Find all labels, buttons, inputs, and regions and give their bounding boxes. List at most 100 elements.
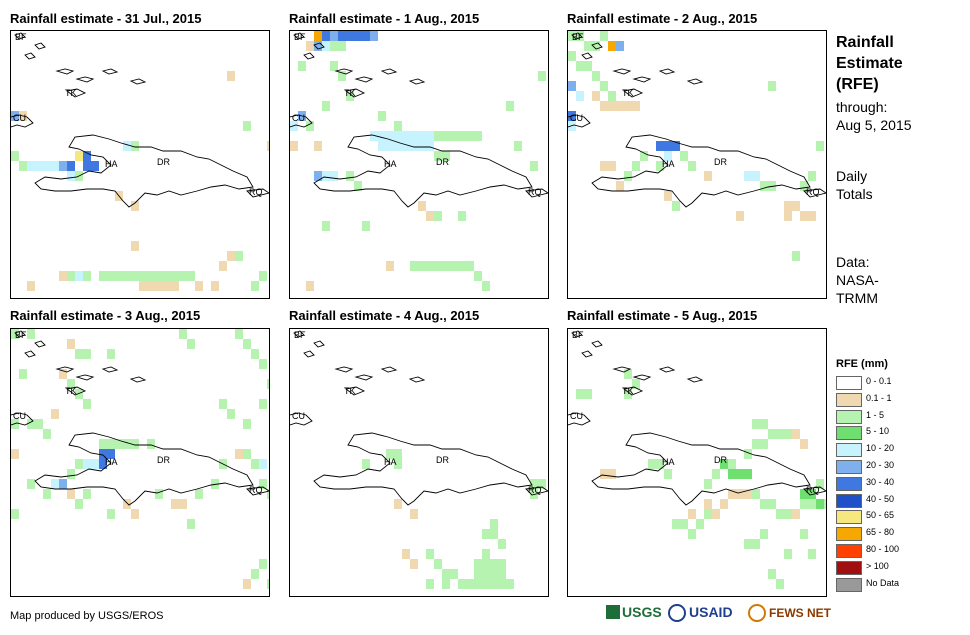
island-coastline	[571, 32, 583, 40]
sidebar-data-line2: NASA-	[836, 272, 879, 288]
rainfall-cell	[99, 271, 107, 281]
map-place-label: BF	[15, 32, 27, 42]
rainfall-cell	[624, 389, 632, 399]
rainfall-cell	[251, 349, 259, 359]
rainfall-cell	[616, 181, 624, 191]
rainfall-cell	[27, 161, 35, 171]
rainfall-cell	[123, 141, 131, 151]
rainfall-cell	[808, 211, 816, 221]
rainfall-cell	[776, 579, 784, 589]
rainfall-cell	[418, 131, 426, 141]
rainfall-cell	[808, 549, 816, 559]
island-coastline	[571, 330, 583, 338]
sidebar-title-line3: (RFE)	[836, 76, 879, 93]
rainfall-cell	[466, 261, 474, 271]
rainfall-cell	[600, 469, 608, 479]
rainfall-cell	[584, 389, 592, 399]
island-coastline	[408, 376, 426, 383]
rainfall-cell	[506, 101, 514, 111]
rainfall-cell	[672, 201, 680, 211]
rainfall-cell	[608, 91, 616, 101]
island-coastline	[313, 340, 325, 348]
rainfall-cell	[211, 281, 219, 291]
island-coastline	[344, 386, 366, 396]
rainfall-cell	[474, 271, 482, 281]
rainfall-cell	[434, 261, 442, 271]
rainfall-cell	[530, 479, 538, 489]
legend-swatch	[836, 527, 862, 542]
island-coastline	[129, 78, 147, 85]
rainfall-cell	[171, 499, 179, 509]
rainfall-cell	[394, 449, 402, 459]
rainfall-cell	[235, 329, 243, 339]
rainfall-cell	[35, 161, 43, 171]
island-coastline	[65, 88, 87, 98]
rainfall-cell	[243, 579, 251, 589]
rainfall-cell	[426, 131, 434, 141]
rainfall-cell	[386, 131, 394, 141]
rainfall-cell	[259, 559, 267, 569]
cuba-coastline	[11, 412, 34, 426]
rainfall-cell	[720, 499, 728, 509]
map-place-label: RQ	[249, 485, 263, 495]
cuba-coastline	[290, 114, 313, 128]
hispaniola-coastline	[591, 134, 811, 208]
rainfall-cell	[394, 121, 402, 131]
rainfall-cell	[600, 161, 608, 171]
map-place-label: TK	[622, 88, 634, 98]
rainfall-cell	[410, 509, 418, 519]
rainfall-cell	[219, 261, 227, 271]
island-coastline	[334, 68, 354, 75]
rainfall-cell	[394, 499, 402, 509]
island-coastline	[686, 78, 704, 85]
rainfall-cell	[243, 121, 251, 131]
panel-title-0: Rainfall estimate - 31 Jul., 2015	[10, 11, 202, 26]
island-coastline	[14, 32, 26, 40]
island-coastline	[344, 88, 366, 98]
rainfall-cell	[251, 459, 259, 469]
cuba-coastline	[568, 114, 591, 128]
map-place-label: HA	[384, 159, 397, 169]
island-coastline	[293, 32, 305, 40]
hispaniola-coastline	[34, 432, 254, 506]
rainfall-cell	[67, 379, 75, 389]
rainfall-cell	[760, 419, 768, 429]
rainfall-cell	[410, 559, 418, 569]
map-place-label: CU	[292, 411, 305, 421]
rainfall-cell	[346, 31, 354, 41]
legend-label: 0.1 - 1	[866, 392, 892, 403]
rainfall-map-3: BF TK CU HA DR RQ	[10, 328, 270, 597]
island-coastline	[101, 366, 119, 373]
rainfall-cell	[402, 141, 410, 151]
rainfall-cell	[147, 271, 155, 281]
rainfall-cell	[227, 71, 235, 81]
rainfall-cell	[576, 389, 584, 399]
rainfall-cell	[704, 499, 712, 509]
rainfall-cell	[426, 211, 434, 221]
rainfall-cell	[768, 569, 776, 579]
rainfall-cell	[624, 369, 632, 379]
rainfall-cell	[35, 419, 43, 429]
rainfall-cell	[712, 509, 720, 519]
rainfall-cell	[616, 101, 624, 111]
rainfall-cell	[322, 41, 330, 51]
rainfall-cell	[608, 41, 616, 51]
rainfall-cell	[760, 181, 768, 191]
rainfall-cell	[139, 281, 147, 291]
rainfall-cell	[704, 479, 712, 489]
rainfall-cell	[752, 419, 760, 429]
island-coastline	[622, 386, 644, 396]
rainfall-cell	[538, 479, 546, 489]
rainfall-cell	[227, 251, 235, 261]
map-place-label: RQ	[806, 485, 820, 495]
rainfall-cell	[704, 171, 712, 181]
rainfall-cell	[442, 131, 450, 141]
rainfall-cell	[760, 439, 768, 449]
rainfall-cell	[474, 579, 482, 589]
map-place-label: CU	[13, 113, 26, 123]
rainfall-cell	[59, 479, 67, 489]
map-place-label: HA	[662, 457, 675, 467]
rainfall-cell	[322, 171, 330, 181]
map-place-label: BF	[294, 32, 306, 42]
rainfall-cell	[251, 569, 259, 579]
